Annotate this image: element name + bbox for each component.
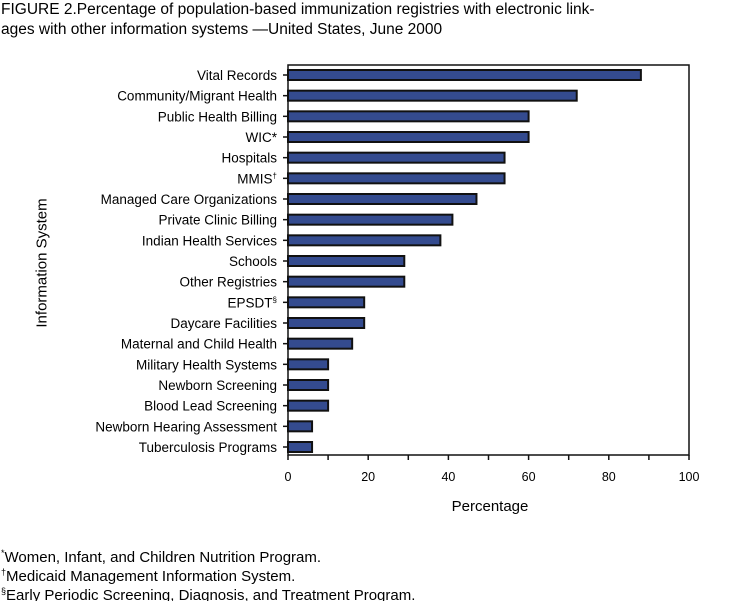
category-label: Community/Migrant Health — [117, 89, 277, 104]
bar — [287, 379, 330, 391]
category-label: Blood Lead Screening — [144, 399, 277, 414]
bar — [287, 89, 578, 102]
category-label: Indian Health Services — [142, 233, 277, 248]
y-axis-label: Information System — [33, 198, 51, 328]
chart-title: FIGURE 2.Percentage of population-based … — [1, 0, 746, 40]
bar — [287, 110, 530, 123]
category-label: EPSDT§ — [228, 295, 277, 310]
category-label: Maternal and Child Health — [121, 337, 277, 352]
category-label: Public Health Billing — [158, 109, 277, 124]
category-label: Schools — [229, 254, 277, 269]
x-axis-label: Percentage — [451, 498, 529, 515]
x-tick-label: 20 — [361, 470, 375, 484]
bar — [287, 131, 530, 143]
category-label: Other Registries — [179, 275, 277, 290]
bar — [287, 317, 366, 329]
x-tick-label: 100 — [679, 470, 700, 484]
bar — [287, 420, 314, 433]
bar — [287, 255, 406, 267]
bar — [287, 296, 366, 309]
x-tick-label: 60 — [522, 470, 536, 484]
x-tick-label: 0 — [285, 470, 292, 484]
title-line-2: ages with other information systems —Uni… — [1, 21, 443, 38]
bar — [287, 337, 354, 350]
bar — [287, 399, 330, 412]
bar — [287, 172, 506, 185]
category-label: Tuberculosis Programs — [139, 440, 278, 455]
bar — [287, 151, 506, 164]
category-label: Private Clinic Billing — [158, 213, 277, 228]
category-label: MMIS† — [237, 171, 277, 186]
title-line-1: FIGURE 2.Percentage of population-based … — [1, 1, 595, 18]
category-label: Hospitals — [221, 151, 277, 166]
category-label: Daycare Facilities — [170, 316, 277, 331]
category-label: Newborn Hearing Assessment — [95, 419, 277, 434]
x-tick-label: 80 — [602, 470, 616, 484]
x-tick-label: 40 — [441, 470, 455, 484]
bar — [287, 213, 454, 226]
category-label: Military Health Systems — [136, 357, 277, 372]
footnote-mmis: †Medicaid Management Information System. — [1, 567, 296, 585]
footnote-epsdt: §Early Periodic Screening, Diagnosis, an… — [1, 586, 416, 601]
category-label: Newborn Screening — [158, 378, 277, 393]
bar — [287, 69, 642, 81]
bar — [287, 358, 330, 371]
footnote-wic: *Women, Infant, and Children Nutrition P… — [1, 548, 322, 566]
category-label: Managed Care Organizations — [101, 192, 278, 207]
bar — [287, 234, 442, 247]
bar — [287, 193, 478, 205]
category-label: Vital Records — [197, 68, 277, 83]
bar — [287, 275, 406, 288]
category-label: WIC* — [245, 130, 277, 145]
bar — [287, 441, 314, 453]
